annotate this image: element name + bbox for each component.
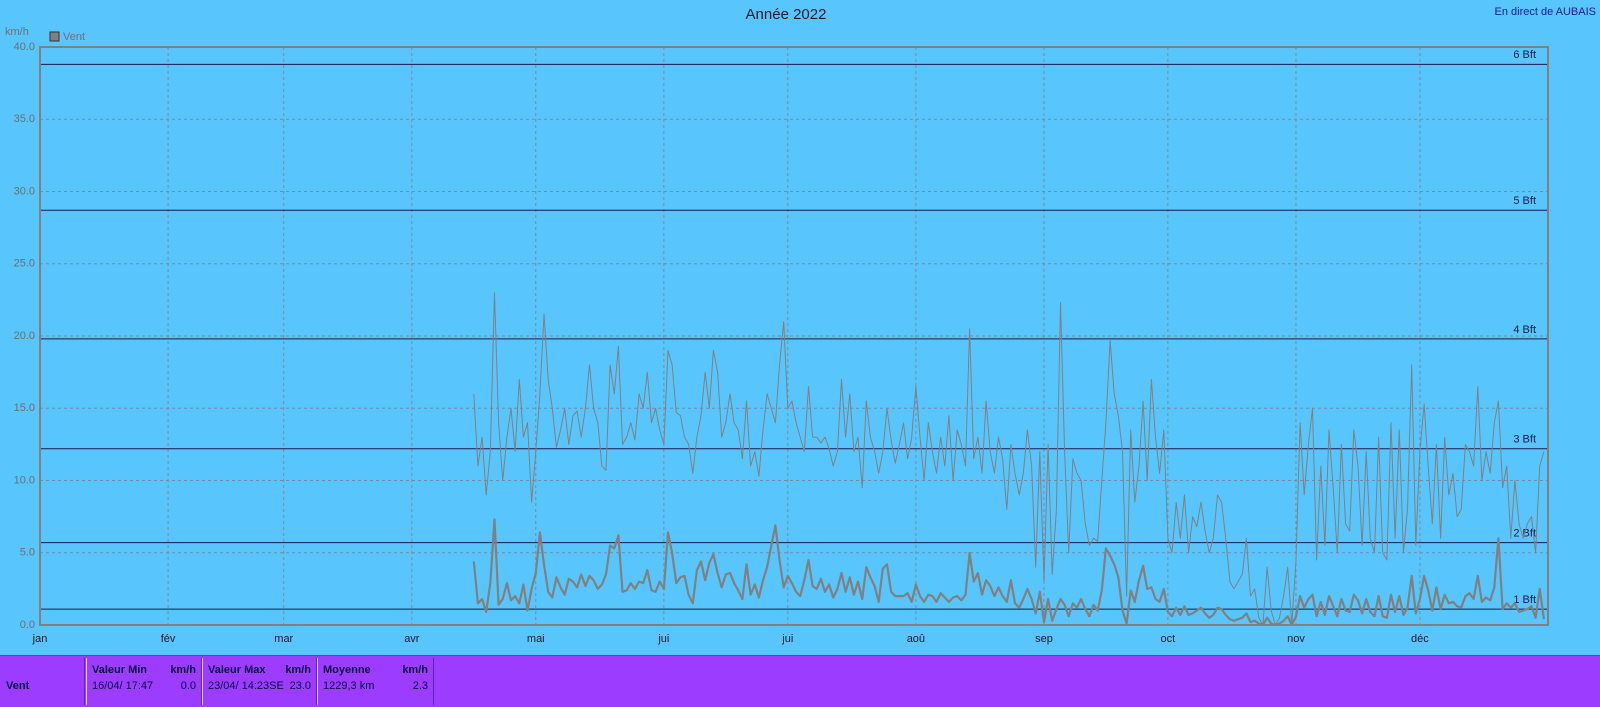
reference-label: 3 Bft <box>1513 434 1536 446</box>
summary-title: Moyenne <box>323 664 371 676</box>
x-tick-label: sep <box>1035 633 1053 645</box>
summary-title: Valeur Max <box>208 664 266 676</box>
x-tick-label: avr <box>404 633 420 645</box>
summary-cell: Moyenne km/h 1229,3 km 2.3 <box>317 658 434 705</box>
reference-label: 1 Bft <box>1513 594 1536 606</box>
series-line <box>472 518 1545 627</box>
summary-value: 2.3 <box>412 680 428 692</box>
summary-label: Vent <box>6 680 30 692</box>
summary-panel: Vent Valeur Min km/h 16/04/ 17:47 0.0 Valeur… <box>0 655 1600 707</box>
summary-unit: km/h <box>170 664 196 676</box>
reference-label: 4 Bft <box>1513 324 1536 336</box>
y-tick-label: 20.0 <box>14 330 35 342</box>
legend-label: Vent <box>63 31 85 43</box>
corner-text: En direct de AUBAIS <box>1495 6 1597 18</box>
x-tick-label: mar <box>274 633 293 645</box>
summary-cell: Valeur Min km/h 16/04/ 17:47 0.0 <box>86 658 202 705</box>
y-tick-label: 40.0 <box>14 41 35 53</box>
y-tick-label: 15.0 <box>14 402 35 414</box>
x-tick-label: nov <box>1287 633 1305 645</box>
y-tick-label: 5.0 <box>20 547 35 559</box>
summary-title: Valeur Min <box>92 664 148 676</box>
x-tick-label: mai <box>527 633 545 645</box>
summary-value: 23.0 <box>289 680 311 692</box>
x-tick-label: déc <box>1411 633 1429 645</box>
summary-when: 1229,3 km <box>323 680 375 692</box>
y-tick-label: 35.0 <box>14 113 35 125</box>
summary-unit: km/h <box>402 664 428 676</box>
y-tick-label: 25.0 <box>14 258 35 270</box>
chart-title: Année 2022 <box>746 6 827 23</box>
y-axis-label: km/h <box>5 26 29 38</box>
legend-swatch <box>49 31 60 42</box>
chart: Année 2022 En direct de AUBAIS km/h 0.0 5… <box>5 6 1597 645</box>
summary-cell: Valeur Max km/h 23/04/ 14:23SE 23.0 <box>202 658 317 705</box>
y-tick-label: 10.0 <box>14 474 35 486</box>
y-tick-label: 0.0 <box>20 619 35 631</box>
summary-when: 16/04/ 17:47 <box>92 680 154 692</box>
reference-label: 6 Bft <box>1513 49 1536 61</box>
x-tick-label: aoû <box>907 633 925 645</box>
reference-label: 5 Bft <box>1513 195 1536 207</box>
series-line <box>473 292 1545 626</box>
x-tick-label: oct <box>1161 633 1176 645</box>
summary-unit: km/h <box>285 664 311 676</box>
x-tick-label: jui <box>781 633 793 645</box>
summary-row-label-cell: Vent <box>0 658 85 705</box>
summary-value: 0.0 <box>180 680 196 692</box>
x-tick-label: jui <box>657 633 669 645</box>
x-tick-label: fév <box>161 633 176 645</box>
plot-frame <box>39 46 1549 626</box>
summary-when: 23/04/ 14:23SE <box>208 680 284 692</box>
y-tick-label: 30.0 <box>14 185 35 197</box>
x-tick-label: jan <box>32 633 48 645</box>
